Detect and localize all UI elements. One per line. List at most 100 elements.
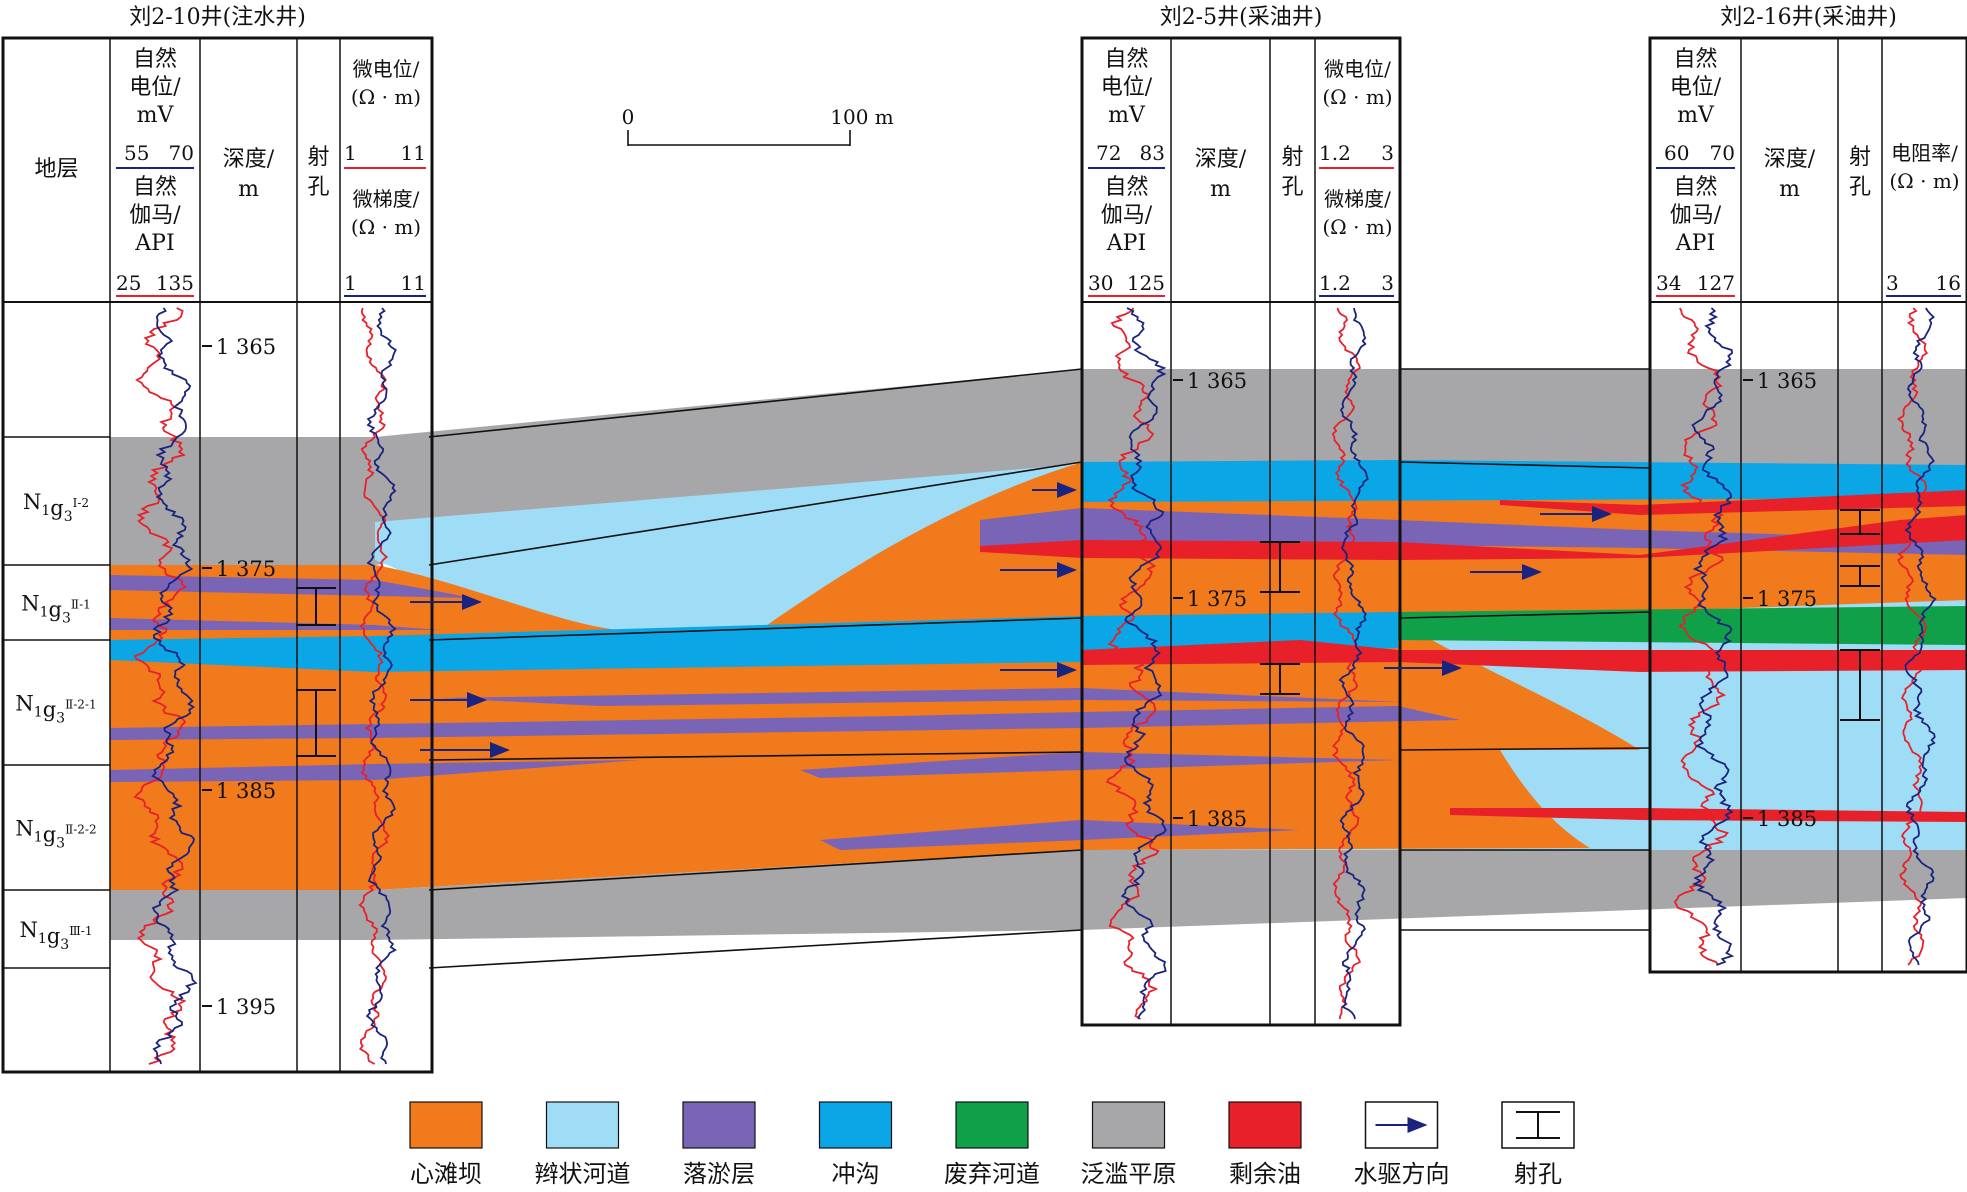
- scale-bar: 0 100 m: [622, 105, 894, 146]
- correlation-line: [428, 751, 1083, 761]
- strata-label-part: 1: [40, 605, 49, 621]
- correlation-line: [428, 617, 1083, 641]
- correlation-line: [428, 368, 1083, 438]
- water-drive-arrows: [410, 482, 1612, 758]
- res-curve-blue: [1338, 307, 1369, 1020]
- strata-label-superscript: Ⅱ-2-2: [65, 823, 97, 837]
- depth-label: m: [1210, 177, 1231, 202]
- legend: 心滩坝 辫状河道 落淤层 冲沟 废弃河道 泛滥平原 剩余油 水驱方向 射孔: [409, 1101, 1575, 1188]
- legend-item: 冲沟: [818, 1101, 893, 1188]
- gr-label: 伽马/: [129, 203, 181, 228]
- strata-label-part: g: [50, 496, 63, 520]
- depth-tick-label: 1 375: [216, 557, 276, 581]
- sp-max: 70: [169, 141, 194, 165]
- legend-item: 落淤层: [682, 1101, 756, 1188]
- well-title: 刘2-10井(注水井): [129, 5, 306, 30]
- depth-label: m: [1779, 177, 1800, 202]
- perforation-symbol: [296, 587, 336, 626]
- legend-swatch: [955, 1101, 1029, 1149]
- depth-label: 深度/: [1195, 147, 1247, 172]
- strata-label-5: N1g3Ⅲ-1: [20, 918, 93, 953]
- legend-swatch: [545, 1101, 620, 1149]
- strata-label-part: 3: [56, 836, 65, 852]
- correlation-line: [428, 461, 1083, 566]
- strata-label-part: N: [23, 490, 41, 514]
- scale-start-label: 0: [622, 105, 635, 129]
- perforation-symbol: [296, 689, 336, 757]
- well-title: 刘2-16井(采油井): [1720, 5, 1897, 30]
- strata-label-part: 1: [41, 503, 50, 519]
- gr-max: 127: [1697, 271, 1735, 295]
- strata-label-part: g: [49, 598, 62, 622]
- legend-swatch: [1501, 1101, 1575, 1149]
- gr-max: 135: [156, 271, 194, 295]
- perforation-label: 射: [1849, 145, 1871, 170]
- correlation-lines: [428, 368, 1651, 969]
- legend-label: 落淤层: [683, 1160, 755, 1188]
- erosion-channel-top: [1082, 460, 1967, 502]
- sp-max: 83: [1140, 141, 1165, 165]
- strata-label-part: 1: [38, 931, 47, 947]
- gr-label: 自然: [133, 175, 177, 200]
- strata-header: 地层: [34, 157, 78, 182]
- well-frame: [1080, 36, 1402, 1027]
- gr-label: API: [1106, 231, 1146, 256]
- perforation-label: 孔: [1849, 175, 1871, 200]
- gr-curve: [133, 307, 188, 1065]
- res-bot-max: 11: [401, 271, 426, 295]
- sp-label: mV: [1108, 103, 1146, 128]
- strata-label-2: N1g3Ⅱ-1: [21, 592, 91, 627]
- strata-label-3: N1g3Ⅱ-2-1: [15, 692, 96, 727]
- sp-label: 电位/: [129, 75, 181, 100]
- res-top-max: 11: [401, 141, 426, 165]
- res-top-label: (Ω · m): [1322, 85, 1392, 109]
- sp-label: 电位/: [1670, 75, 1722, 100]
- res-top-label: (Ω · m): [351, 85, 421, 109]
- res-bot-min: 1.2: [1319, 271, 1351, 295]
- res-label: 电阻率/: [1891, 141, 1958, 165]
- res-top-label: 微电位/: [353, 57, 420, 81]
- perforation-symbol: [1840, 509, 1880, 535]
- depth-tick-label: 1 385: [1757, 807, 1817, 831]
- strata-label-part: N: [21, 592, 39, 616]
- strata-label-part: N: [15, 817, 33, 841]
- sp-min: 60: [1664, 141, 1689, 165]
- legend-swatch: [1228, 1101, 1302, 1149]
- well-frame: [1648, 36, 1967, 974]
- depth-tick-label: 1 375: [1757, 587, 1817, 611]
- interlayer-8: [820, 820, 1300, 850]
- strata-label-4: N1g3Ⅱ-2-2: [15, 817, 96, 852]
- depth-label: m: [238, 177, 259, 202]
- strata-label-part: g: [47, 924, 60, 948]
- legend-item: 心滩坝: [409, 1101, 483, 1188]
- remaining-oil-3: [1082, 640, 1967, 672]
- remaining-oil-1: [980, 515, 1967, 560]
- res-top-label: 微电位/: [1324, 57, 1391, 81]
- correlation-line: [1399, 461, 1651, 469]
- sp-label: mV: [1677, 103, 1715, 128]
- res-bot-label: (Ω · m): [1322, 215, 1392, 239]
- correlation-line: [1399, 611, 1651, 619]
- depth-tick-label: 1 365: [1187, 369, 1247, 393]
- depth-tick-label: 1 375: [1187, 587, 1247, 611]
- strata-label-part: 3: [64, 509, 73, 525]
- strata-label-part: 3: [62, 611, 71, 627]
- correlation-line: [428, 929, 1083, 969]
- res-max: 16: [1936, 271, 1961, 295]
- perforation-symbol: [1840, 565, 1880, 587]
- well-title: 刘2-5井(采油井): [1160, 5, 1323, 30]
- strata-label-part: 1: [34, 705, 43, 721]
- strata-label-part: g: [43, 698, 56, 722]
- sp-max: 70: [1710, 141, 1735, 165]
- strata-label-part: 3: [60, 937, 69, 953]
- res-label: (Ω · m): [1889, 169, 1959, 193]
- gr-label: API: [1675, 231, 1715, 256]
- perforation-symbol: [1840, 649, 1880, 721]
- strata-label-superscript: Ⅱ-1: [71, 598, 91, 612]
- legend-item: 辫状河道: [535, 1101, 631, 1188]
- legend-item: 泛滥平原: [1081, 1101, 1177, 1188]
